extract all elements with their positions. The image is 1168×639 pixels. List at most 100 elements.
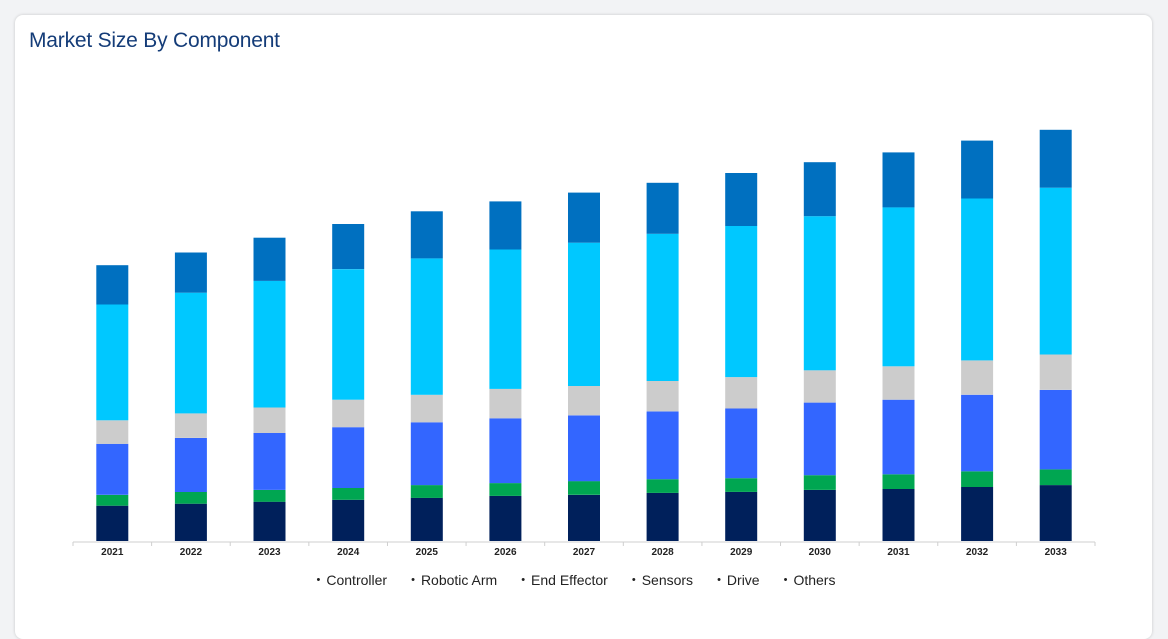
chart-title: Market Size By Component <box>29 29 280 52</box>
bar-segment-drive-2025 <box>410 258 443 395</box>
bar-segment-end-effector-2031 <box>882 399 915 475</box>
bar-segment-robotic-arm-2026 <box>489 483 522 496</box>
bar-segment-drive-2021 <box>96 304 129 421</box>
bar-segment-robotic-arm-2030 <box>803 475 836 490</box>
x-tick-label-2028: 2028 <box>651 547 674 558</box>
bar-segment-sensors-2021 <box>96 420 129 444</box>
bar-segment-others-2031 <box>882 152 915 208</box>
bar-segment-controller-2021 <box>96 505 129 541</box>
bar-segment-robotic-arm-2029 <box>725 478 758 492</box>
bar-segment-end-effector-2021 <box>96 443 129 495</box>
bar-segment-others-2030 <box>803 162 836 217</box>
bar-segment-others-2033 <box>1039 129 1072 188</box>
bar-segment-sensors-2026 <box>489 388 522 419</box>
bar-segment-others-2029 <box>725 173 758 226</box>
bar-segment-end-effector-2023 <box>253 433 286 490</box>
bar-segment-controller-2030 <box>803 490 836 541</box>
legend-label: Controller <box>326 572 388 588</box>
bar-segment-drive-2022 <box>174 292 207 414</box>
bar-segment-robotic-arm-2031 <box>882 474 915 489</box>
bar-segment-robotic-arm-2027 <box>568 481 600 495</box>
legend-bullet-icon: • <box>521 574 526 586</box>
legend-item-drive[interactable]: • Drive <box>717 572 760 588</box>
bar-segment-sensors-2028 <box>646 381 679 412</box>
bar-segment-robotic-arm-2023 <box>253 490 286 502</box>
bar-segment-drive-2026 <box>489 249 522 389</box>
x-tick-label-2022: 2022 <box>180 547 203 558</box>
bar-segment-controller-2025 <box>410 497 443 541</box>
x-tick-label-2021: 2021 <box>101 547 124 558</box>
legend-item-sensors[interactable]: • Sensors <box>632 572 693 588</box>
bar-segment-robotic-arm-2021 <box>96 494 129 506</box>
bar-segment-drive-2023 <box>253 280 286 408</box>
bar-segment-robotic-arm-2028 <box>646 479 679 493</box>
bar-segment-end-effector-2022 <box>174 438 207 492</box>
bar-segment-drive-2027 <box>568 242 600 386</box>
bar-segment-controller-2022 <box>174 503 207 541</box>
bar-segment-end-effector-2028 <box>646 411 679 480</box>
legend-bullet-icon: • <box>411 574 415 586</box>
bar-segment-end-effector-2032 <box>961 394 994 472</box>
x-tick-label-2024: 2024 <box>337 547 360 558</box>
bar-segment-end-effector-2026 <box>489 418 522 484</box>
bar-segment-end-effector-2024 <box>332 427 365 488</box>
stacked-bar-chart: 2021 2022 2023 2024 2025 2026 2027 2028 2029 2030… <box>72 129 1096 558</box>
bar-segment-controller-2031 <box>882 489 915 541</box>
bar-segment-sensors-2033 <box>1039 354 1072 390</box>
bar-segment-sensors-2022 <box>174 413 207 438</box>
legend-item-controller[interactable]: • Controller <box>317 572 388 588</box>
x-tick-label-2023: 2023 <box>258 547 281 558</box>
legend-bullet-icon: • <box>631 574 636 586</box>
bar-segment-others-2027 <box>568 192 600 243</box>
x-tick-label-2031: 2031 <box>887 547 910 558</box>
bar-segment-end-effector-2030 <box>803 402 836 476</box>
bar-segment-others-2021 <box>96 265 129 305</box>
bar-segment-controller-2028 <box>646 492 679 541</box>
bar-segment-controller-2029 <box>725 491 758 541</box>
bar-segment-drive-2029 <box>725 226 758 378</box>
bar-segment-sensors-2031 <box>882 366 915 400</box>
legend-bullet-icon: • <box>717 574 721 586</box>
bar-segment-sensors-2030 <box>803 370 836 403</box>
bar-segment-drive-2024 <box>332 269 365 400</box>
bar-segment-others-2025 <box>410 211 443 259</box>
bar-segment-controller-2026 <box>489 495 522 541</box>
legend-label: Drive <box>726 572 760 588</box>
bar-segment-others-2023 <box>253 237 286 281</box>
bar-segment-controller-2024 <box>332 499 365 541</box>
bar-segment-drive-2028 <box>646 233 679 381</box>
bar-segment-drive-2033 <box>1039 187 1072 355</box>
bar-segment-controller-2033 <box>1039 485 1072 541</box>
legend-bullet-icon: • <box>783 574 788 586</box>
legend-label: Others <box>793 572 836 588</box>
bar-segment-end-effector-2027 <box>568 415 600 482</box>
x-tick-label-2026: 2026 <box>494 547 517 558</box>
bar-segment-end-effector-2025 <box>410 422 443 486</box>
bar-segment-end-effector-2029 <box>725 408 758 479</box>
bar-segment-drive-2032 <box>961 198 994 361</box>
legend-item-end-effector[interactable]: • End Effector <box>521 572 608 588</box>
bar-segment-controller-2027 <box>568 494 600 541</box>
legend-label: End Effector <box>531 572 608 588</box>
bar-segment-end-effector-2033 <box>1039 389 1072 470</box>
bar-segment-sensors-2029 <box>725 377 758 409</box>
legend-item-others[interactable]: • Others <box>784 572 836 588</box>
bar-segment-sensors-2025 <box>410 394 443 423</box>
bar-segment-robotic-arm-2032 <box>961 471 994 487</box>
legend-item-robotic-arm[interactable]: • Robotic Arm <box>411 572 497 588</box>
legend-bullet-icon: • <box>316 574 321 586</box>
x-tick-label-2029: 2029 <box>730 547 753 558</box>
x-tick-label-2025: 2025 <box>416 547 439 558</box>
bar-segment-sensors-2027 <box>568 385 600 416</box>
bar-segment-robotic-arm-2022 <box>174 491 207 504</box>
legend-label: Sensors <box>641 572 694 588</box>
bar-segment-sensors-2024 <box>332 399 365 428</box>
bar-segment-sensors-2032 <box>961 360 994 395</box>
bar-segment-controller-2032 <box>961 487 994 541</box>
bar-segment-drive-2031 <box>882 207 915 367</box>
legend-label: Robotic Arm <box>420 572 498 588</box>
bar-segment-robotic-arm-2025 <box>410 485 443 498</box>
bar-segment-controller-2023 <box>253 501 286 541</box>
bar-segment-others-2024 <box>332 224 365 270</box>
x-tick-label-2027: 2027 <box>573 547 596 558</box>
